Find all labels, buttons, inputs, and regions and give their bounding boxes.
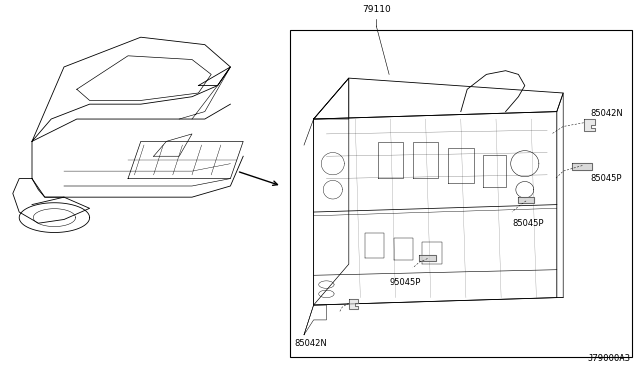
Text: 85045P: 85045P (590, 174, 621, 183)
Polygon shape (572, 163, 593, 170)
Text: 85042N: 85042N (590, 109, 623, 118)
Polygon shape (584, 119, 595, 131)
Text: J79000A3: J79000A3 (588, 354, 630, 363)
Polygon shape (419, 255, 436, 260)
Text: 79110: 79110 (362, 5, 390, 14)
Text: 85045P: 85045P (512, 219, 543, 228)
Polygon shape (349, 298, 358, 309)
Text: 85042N: 85042N (294, 339, 327, 348)
Polygon shape (518, 197, 534, 203)
Text: 95045P: 95045P (389, 278, 420, 287)
Bar (290, 30, 632, 357)
